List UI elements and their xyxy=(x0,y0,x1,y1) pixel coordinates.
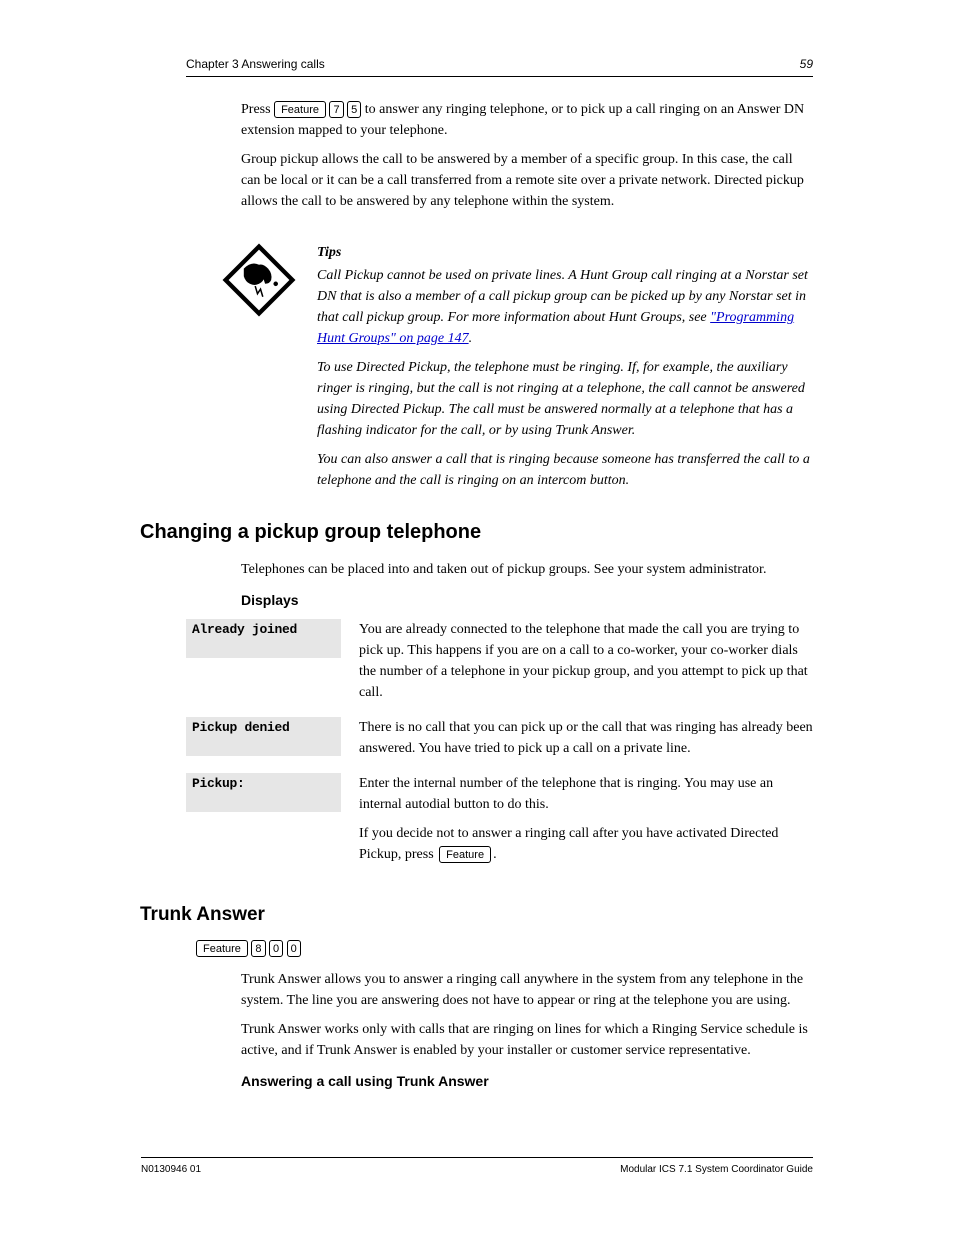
key-5: 5 xyxy=(347,101,361,118)
key-8: 8 xyxy=(251,940,265,957)
trunk-para1: Trunk Answer allows you to answer a ring… xyxy=(241,969,813,1011)
press-text: Press xyxy=(241,102,271,117)
pickup-para2: Group pickup allows the call to be answe… xyxy=(241,149,813,212)
heading-trunk-answer: Trunk Answer xyxy=(140,901,813,930)
desc-pickup-p2: If you decide not to answer a ringing ca… xyxy=(359,823,813,865)
keys-suffix: to answer any ringing telephone, or to p… xyxy=(241,102,804,138)
feature-key-trunk: Feature xyxy=(196,940,248,957)
page-footer: N0130946 01 Modular ICS 7.1 System Coord… xyxy=(141,1157,813,1177)
footer-right: Modular ICS 7.1 System Coordinator Guide xyxy=(620,1162,813,1177)
display-row-3: Pickup: Enter the internal number of the… xyxy=(186,773,813,865)
lcd-pickup-denied: Pickup denied xyxy=(186,717,341,756)
desc-pickup-p1: Enter the internal number of the telepho… xyxy=(359,773,813,815)
tip-body4: You can also answer a call that is ringi… xyxy=(317,449,813,491)
tip-body3: To use Directed Pickup, the telephone mu… xyxy=(317,357,813,441)
page-header: Chapter 3 Answering calls 59 xyxy=(186,55,813,77)
key-0a: 0 xyxy=(269,940,283,957)
heading-answering-trunk: Answering a call using Trunk Answer xyxy=(241,1071,813,1092)
heading-changing-pickup: Changing a pickup group telephone xyxy=(140,517,813,547)
displays-heading: Displays xyxy=(241,590,813,611)
lcd-pickup: Pickup: xyxy=(186,773,341,812)
display-row-2: Pickup denied There is no call that you … xyxy=(186,717,813,759)
header-left: Chapter 3 Answering calls xyxy=(186,55,325,73)
trunk-para2: Trunk Answer works only with calls that … xyxy=(241,1019,813,1061)
feature-key-inline: Feature xyxy=(439,846,491,863)
tip-icon xyxy=(221,242,297,318)
header-right: 59 xyxy=(800,55,813,73)
footer-left: N0130946 01 xyxy=(141,1162,201,1177)
tip-title: Tips xyxy=(317,242,813,263)
key-0b: 0 xyxy=(287,940,301,957)
pickup-instruction: Press Feature 7 5 to answer any ringing … xyxy=(241,99,813,141)
desc-pickup-denied: There is no call that you can pick up or… xyxy=(359,717,813,759)
display-row-1: Already joined You are already connected… xyxy=(186,619,813,703)
feature-key: Feature xyxy=(274,101,326,118)
tip-body1: Call Pickup cannot be used on private li… xyxy=(317,265,813,349)
desc-pickup: Enter the internal number of the telepho… xyxy=(359,773,813,865)
section-group-pickup: Press Feature 7 5 to answer any ringing … xyxy=(241,99,813,212)
tip-text: Tips Call Pickup cannot be used on priva… xyxy=(317,242,813,491)
trunk-feature-keys: Feature 8 0 0 xyxy=(196,938,813,959)
tip-block: Tips Call Pickup cannot be used on priva… xyxy=(186,242,813,491)
desc-already-joined: You are already connected to the telepho… xyxy=(359,619,813,703)
lcd-already-joined: Already joined xyxy=(186,619,341,658)
changing-pickup-para: Telephones can be placed into and taken … xyxy=(241,559,813,580)
key-7: 7 xyxy=(329,101,343,118)
